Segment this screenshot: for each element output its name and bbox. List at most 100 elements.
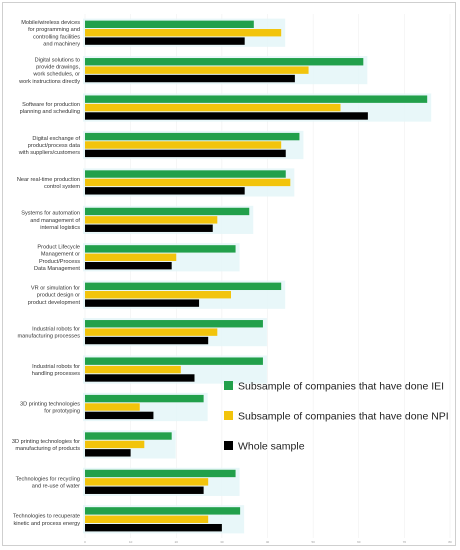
category-label-line: 3D printing technologies for: [12, 439, 80, 445]
x-tick-label: 70: [403, 540, 407, 544]
bar: [85, 515, 209, 523]
bars: [85, 20, 428, 532]
category-label-line: product design or: [37, 293, 80, 299]
bar: [85, 523, 222, 532]
category-label: Software for production planning and sche…: [20, 102, 80, 115]
legend-label: Subsample of companies that have done NP…: [238, 411, 449, 423]
category-label: Product Lifecycle Management or Product/Pr…: [34, 244, 80, 272]
legend-label: Subsample of companies that have done IE…: [238, 381, 444, 393]
category-labels: Mobile/wireless devices for programming a…: [12, 20, 81, 527]
bar: [85, 320, 263, 328]
bar: [85, 403, 140, 411]
category-label-line: product development: [28, 300, 81, 306]
category-label: Systems for automation and management of i…: [21, 211, 80, 231]
category-label-line: Product Lifecycle: [37, 244, 80, 250]
category-label-line: provide drawings,: [36, 65, 80, 71]
category-label-line: Industrial robots for: [32, 364, 80, 370]
category-label-line: controlling facilities: [33, 34, 80, 40]
category-label-line: Systems for automation: [21, 211, 80, 217]
category-label: Digital exchange of product/process data w…: [18, 136, 81, 156]
bar: [85, 253, 177, 261]
bar: [85, 374, 195, 382]
bar: [85, 411, 154, 420]
category-label: 3D printing technologies for manufacturin…: [12, 439, 80, 452]
bar: [85, 95, 428, 103]
x-tick-label: 80: [448, 540, 452, 544]
category-label-line: manufacturing processes: [18, 334, 81, 340]
x-tick-label: 10: [129, 540, 133, 544]
legend: Subsample of companies that have done IE…: [224, 381, 449, 453]
x-tick-labels: 0 10 20 30 40 50 60 70 80: [84, 540, 452, 544]
bar: [85, 469, 236, 478]
bar: [85, 207, 250, 216]
category-label-line: with suppliers/customers: [18, 150, 80, 156]
bar: [85, 486, 204, 494]
gridlines: [84, 14, 451, 538]
category-label-line: manufacturing of products: [15, 446, 80, 452]
category-label: VR or simulation for product design or pro…: [28, 286, 81, 306]
bar: [85, 432, 172, 440]
category-label-line: handling processes: [32, 371, 80, 377]
category-label: Digital solutions to provide drawings, wor…: [18, 57, 80, 85]
bar: [85, 357, 263, 365]
bar: [85, 440, 145, 449]
bar: [85, 112, 368, 120]
category-label-line: VR or simulation for: [31, 286, 80, 292]
category-label-line: Digital exchange of: [32, 136, 80, 142]
category-label-line: Mobile/wireless devices: [21, 20, 80, 26]
bar: [85, 365, 181, 374]
chart-frame: [2, 2, 456, 546]
category-label: Technologies to recuperate kinetic and pr…: [13, 514, 80, 527]
category-label-line: internal logistics: [40, 225, 80, 231]
bar: [85, 245, 236, 253]
bar: [85, 507, 241, 515]
bar: [85, 20, 254, 29]
bar: [85, 216, 218, 224]
x-tick-label: 30: [220, 540, 224, 544]
bar: [85, 282, 282, 291]
bar: [85, 132, 300, 141]
bar: [85, 187, 245, 195]
bar: [85, 291, 231, 299]
category-label: Near real-time production control system: [17, 177, 80, 190]
legend-swatch: [224, 441, 233, 450]
bar: [85, 224, 213, 232]
bar: [85, 478, 209, 486]
bar: [85, 261, 172, 270]
category-label-line: product/process data: [28, 143, 81, 149]
category-label-line: planning and scheduling: [20, 109, 80, 115]
bar: [85, 299, 200, 307]
bar: [85, 394, 204, 403]
category-label: 3D printing technologies for prototyping: [20, 401, 80, 414]
category-label-line: Data Management: [34, 266, 80, 272]
legend-swatch: [224, 411, 233, 420]
category-label: Technologies for recycling and re-use of …: [16, 476, 81, 489]
category-label-line: for prototyping: [44, 409, 80, 415]
bar: [85, 141, 282, 149]
x-tick-label: 60: [357, 540, 361, 544]
bar: [85, 336, 209, 345]
category-label-line: Product/Process: [39, 259, 80, 265]
category-label-line: Near real-time production: [17, 177, 80, 183]
bar: [85, 328, 218, 336]
category-label-line: Digital solutions to: [35, 57, 80, 63]
category-label-line: Software for production: [22, 102, 80, 108]
category-label-line: and machinery: [43, 42, 80, 48]
category-label-line: Technologies for recycling: [16, 476, 80, 482]
category-label-line: Industrial robots for: [32, 327, 80, 333]
category-label-line: 3D printing technologies: [20, 401, 80, 407]
bar: [85, 149, 286, 158]
category-label: Industrial robots for handling processes: [32, 364, 80, 377]
category-label-line: Technologies to recuperate: [13, 514, 80, 520]
bar: [85, 449, 131, 457]
legend-label: Whole sample: [238, 441, 305, 453]
category-label: Mobile/wireless devices for programming a…: [21, 20, 80, 48]
x-tick-label: 40: [266, 540, 270, 544]
category-label-line: and re-use of water: [32, 483, 80, 489]
bar: [85, 29, 282, 37]
category-label: Industrial robots for manufacturing proce…: [18, 327, 81, 340]
category-label-line: work instructions directly: [18, 79, 80, 85]
bar: [85, 103, 341, 112]
legend-swatch: [224, 381, 233, 390]
